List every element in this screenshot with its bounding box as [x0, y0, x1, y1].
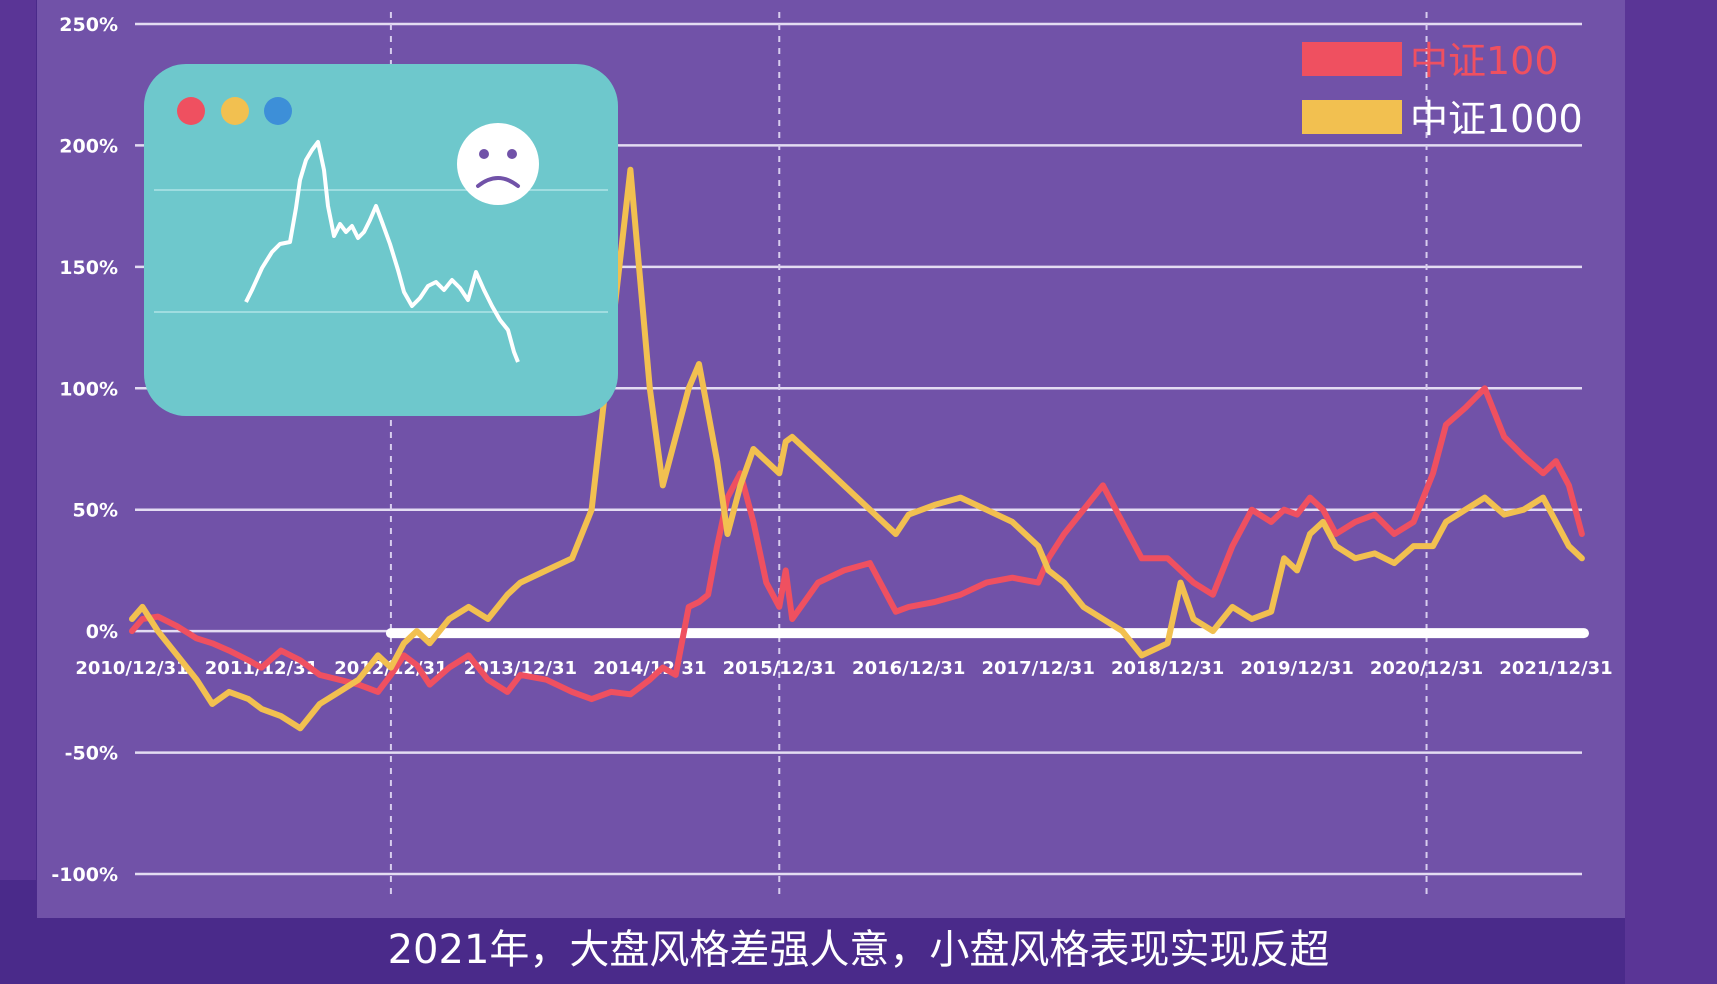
- left-margin-strip: [0, 0, 36, 880]
- window-dot-blue: [264, 97, 292, 125]
- y-tick-label: -100%: [51, 864, 118, 886]
- sad-face-icon: [457, 123, 539, 205]
- legend: 中证100 中证1000: [1302, 39, 1583, 141]
- window-dot-red: [177, 97, 205, 125]
- window-dot-yellow: [221, 97, 249, 125]
- sad-chart-illustration: [144, 64, 618, 416]
- y-tick-label: 200%: [59, 135, 118, 157]
- x-tick-label: 2016/12/31: [852, 658, 965, 679]
- slide-caption: 2021年，大盘风格差强人意，小盘风格表现实现反超: [387, 927, 1330, 973]
- series-line-1: [129, 166, 1585, 732]
- x-axis-tick-labels: 2010/12/31 2011/12/31 2012/12/31 2013/12/31…: [75, 658, 1612, 679]
- legend-label-1: 中证1000: [1410, 97, 1583, 141]
- y-tick-label: 250%: [59, 14, 118, 36]
- sad-face-eye-icon: [507, 149, 517, 159]
- x-tick-label: 2020/12/31: [1370, 658, 1483, 679]
- x-tick-label: 2017/12/31: [982, 658, 1095, 679]
- x-tick-label: 2021/12/31: [1499, 658, 1612, 679]
- right-margin-strip: [1625, 0, 1717, 984]
- x-tick-label: 2015/12/31: [723, 658, 836, 679]
- legend-swatch-1: [1302, 100, 1402, 134]
- y-tick-label: 100%: [59, 378, 118, 400]
- x-tick-label: 2010/12/31: [75, 658, 188, 679]
- sad-face-mouth-icon: [476, 176, 520, 188]
- legend-label-0: 中证100: [1410, 39, 1559, 83]
- x-tick-label: 2019/12/31: [1240, 658, 1353, 679]
- sad-face-eye-icon: [479, 149, 489, 159]
- x-tick-label: 2013/12/31: [464, 658, 577, 679]
- y-tick-label: -50%: [65, 743, 118, 765]
- illustration-window: [144, 64, 618, 416]
- y-tick-label: 50%: [73, 500, 118, 522]
- y-tick-label: 150%: [59, 257, 118, 279]
- illustration-falling-line: [244, 140, 520, 363]
- x-tick-label: 2018/12/31: [1111, 658, 1224, 679]
- legend-swatch-0: [1302, 42, 1402, 76]
- y-tick-label: 0%: [86, 621, 118, 643]
- series-line-0: [129, 385, 1585, 703]
- y-axis-tick-labels: 250% 200% 150% 100% 50% 0% -50% -100%: [51, 14, 118, 886]
- series-layer: [129, 166, 1585, 732]
